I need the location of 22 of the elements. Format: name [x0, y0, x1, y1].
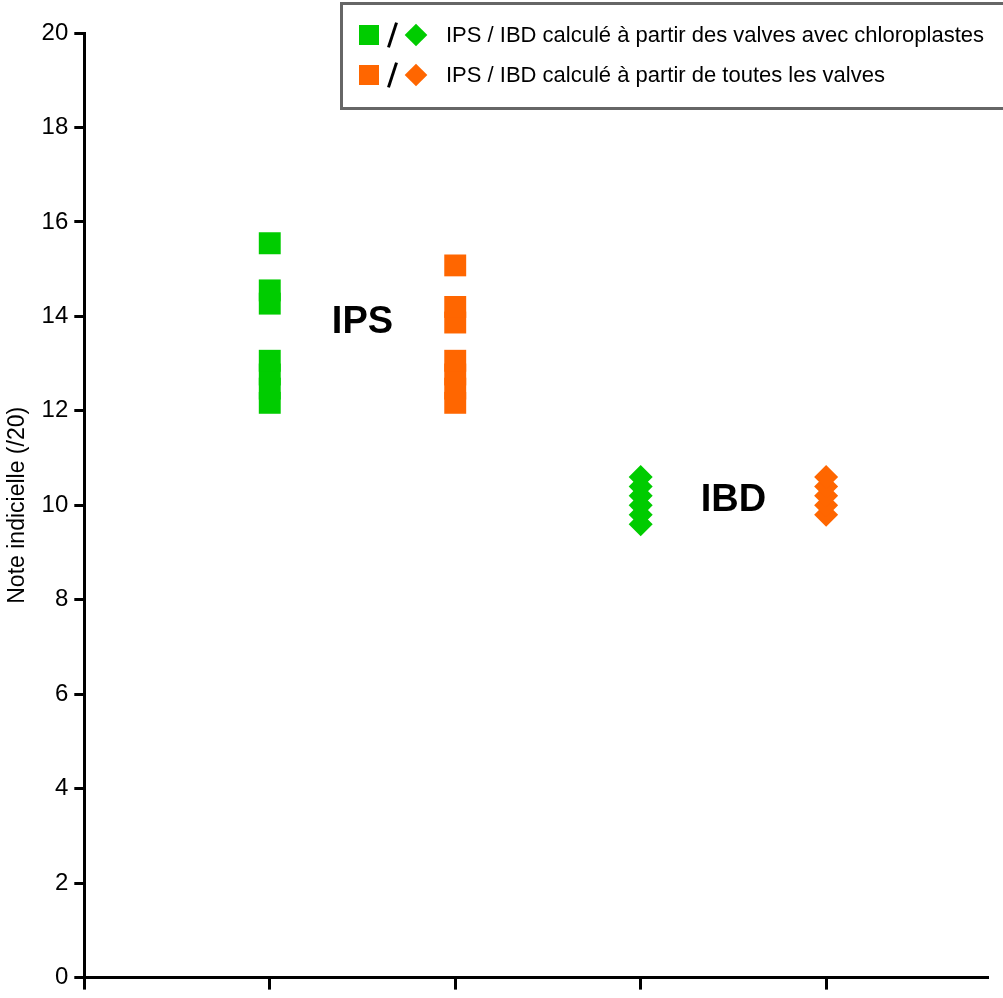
point: [444, 254, 467, 277]
point: [258, 232, 281, 255]
legend-label: IPS / IBD calculé à partir de toutes les valves: [445, 62, 885, 88]
y-tick-label: 20: [41, 17, 69, 45]
point: [258, 349, 281, 372]
y-tick-label: 4: [54, 773, 69, 801]
y-tick-label: 12: [41, 395, 69, 423]
point: [444, 295, 467, 318]
annotation: IPS: [331, 299, 394, 342]
y-tick-label: 18: [41, 112, 69, 140]
point: [258, 279, 281, 302]
annotation: IBD: [700, 477, 767, 520]
y-tick-label: 8: [54, 584, 69, 612]
y-tick-label: 16: [41, 206, 69, 234]
y-tick-label: 0: [54, 962, 69, 990]
point: [444, 349, 467, 372]
y-tick-label: 10: [41, 489, 69, 517]
legend-label: IPS / IBD calculé à partir des valves avec chloroplastes: [445, 22, 984, 48]
y-tick-label: 14: [41, 301, 69, 329]
y-tick-label: 6: [54, 678, 69, 706]
y-axis-title: Note indicielle (/20): [3, 406, 30, 604]
y-tick-label: 2: [54, 867, 69, 895]
